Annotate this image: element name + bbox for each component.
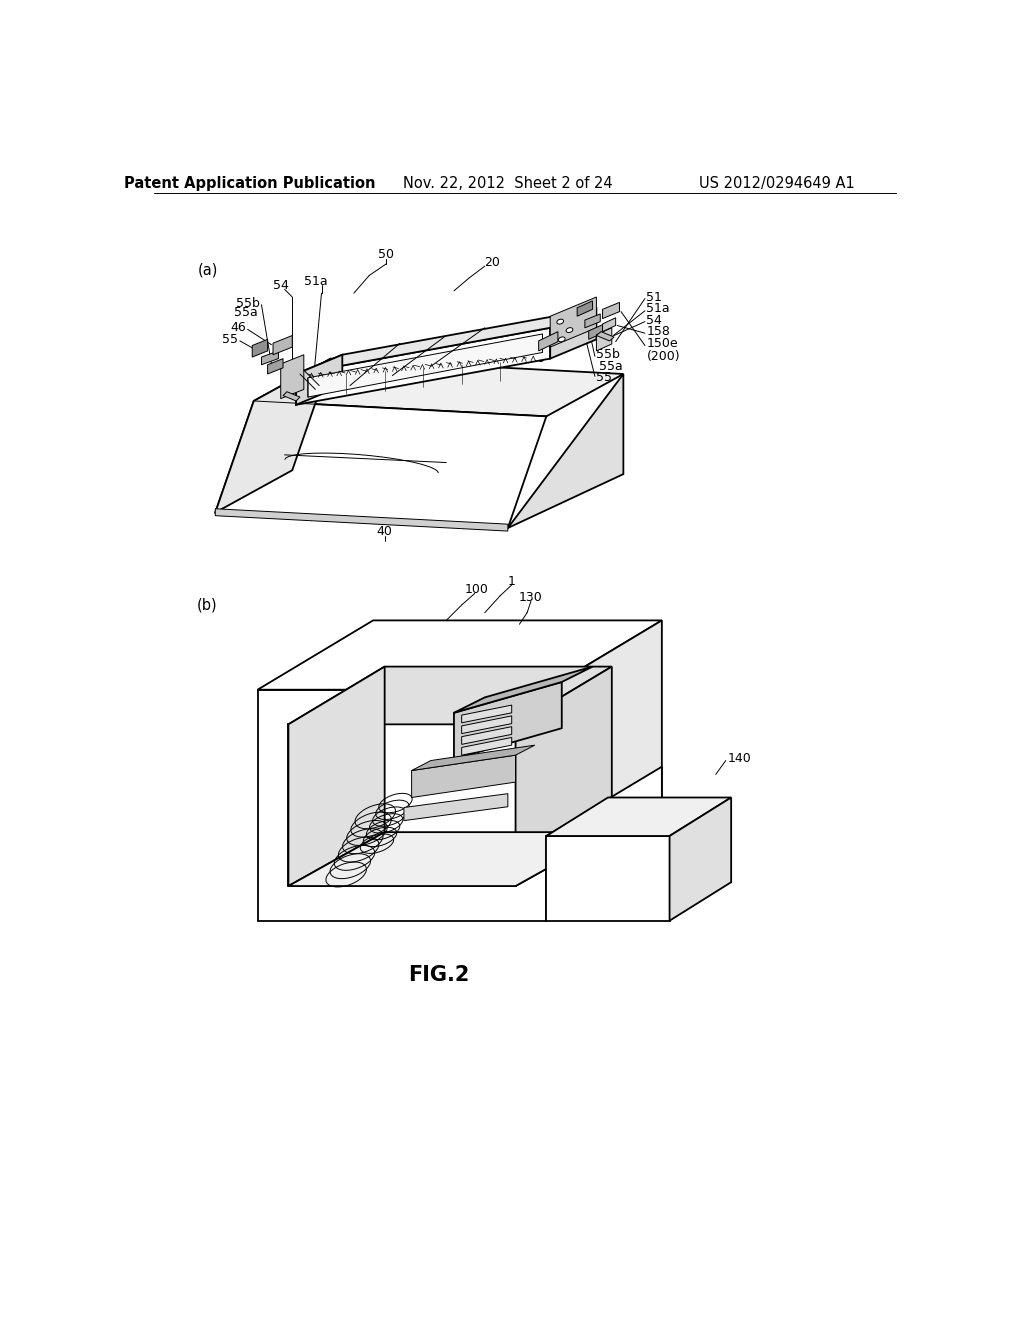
Text: Nov. 22, 2012  Sheet 2 of 24: Nov. 22, 2012 Sheet 2 of 24: [403, 176, 612, 190]
Text: 54: 54: [646, 314, 663, 326]
Polygon shape: [261, 351, 279, 364]
Polygon shape: [258, 689, 547, 921]
Polygon shape: [215, 401, 547, 528]
Polygon shape: [273, 335, 292, 355]
Text: 51a: 51a: [646, 302, 670, 315]
Text: 46: 46: [230, 321, 246, 334]
Polygon shape: [670, 797, 731, 921]
Polygon shape: [462, 715, 512, 734]
Text: 40: 40: [377, 525, 392, 539]
Text: 46: 46: [529, 352, 545, 366]
Polygon shape: [254, 359, 624, 416]
Text: 20: 20: [484, 256, 501, 269]
Polygon shape: [602, 318, 615, 331]
Polygon shape: [602, 302, 620, 318]
Polygon shape: [412, 755, 515, 797]
Text: (200): (200): [646, 350, 680, 363]
Polygon shape: [515, 667, 611, 886]
Text: 158: 158: [646, 325, 671, 338]
Polygon shape: [462, 738, 512, 755]
Text: 55b: 55b: [237, 297, 260, 310]
Text: 55b: 55b: [596, 348, 621, 362]
Text: 55: 55: [222, 333, 239, 346]
Text: 51a: 51a: [303, 275, 328, 288]
Polygon shape: [412, 744, 535, 771]
Polygon shape: [508, 374, 624, 528]
Text: FIG.2: FIG.2: [408, 965, 469, 985]
Polygon shape: [215, 508, 508, 531]
Polygon shape: [252, 339, 267, 358]
Text: Patent Application Publication: Patent Application Publication: [124, 176, 376, 190]
Polygon shape: [215, 359, 331, 512]
Text: 140: 140: [727, 752, 751, 766]
Polygon shape: [307, 334, 543, 397]
Polygon shape: [296, 355, 342, 405]
Polygon shape: [462, 726, 512, 744]
Polygon shape: [403, 793, 508, 821]
Polygon shape: [596, 327, 611, 351]
Polygon shape: [547, 767, 662, 906]
Polygon shape: [585, 314, 600, 327]
Text: 51: 51: [646, 290, 663, 304]
Polygon shape: [550, 297, 596, 347]
Ellipse shape: [566, 327, 572, 333]
Polygon shape: [283, 392, 300, 401]
Polygon shape: [289, 667, 385, 886]
Text: US 2012/0294649 A1: US 2012/0294649 A1: [699, 176, 855, 190]
Ellipse shape: [558, 337, 565, 342]
Text: 55: 55: [596, 371, 612, 384]
Text: 50: 50: [378, 248, 394, 261]
Polygon shape: [550, 309, 596, 359]
Polygon shape: [289, 832, 611, 886]
Text: 100: 100: [465, 583, 489, 597]
Text: 130: 130: [519, 591, 543, 603]
Text: 54: 54: [272, 279, 289, 292]
Polygon shape: [281, 355, 304, 399]
Polygon shape: [462, 705, 512, 723]
Text: (b): (b): [198, 598, 218, 612]
Polygon shape: [589, 323, 604, 339]
Polygon shape: [539, 331, 558, 351]
Polygon shape: [547, 620, 662, 921]
Polygon shape: [289, 667, 611, 725]
Polygon shape: [454, 682, 562, 759]
Polygon shape: [289, 725, 515, 886]
Polygon shape: [547, 836, 670, 921]
Polygon shape: [296, 309, 596, 374]
Polygon shape: [547, 797, 731, 836]
Polygon shape: [596, 331, 614, 341]
Text: 150e: 150e: [646, 338, 678, 351]
Polygon shape: [578, 301, 593, 317]
Polygon shape: [267, 359, 283, 374]
Text: (a): (a): [198, 263, 218, 277]
Polygon shape: [454, 667, 593, 713]
Text: 55a: 55a: [599, 360, 623, 372]
Ellipse shape: [557, 319, 563, 325]
Text: 55a: 55a: [233, 306, 258, 319]
Polygon shape: [296, 327, 550, 405]
Text: 1: 1: [508, 576, 516, 589]
Polygon shape: [258, 620, 662, 689]
